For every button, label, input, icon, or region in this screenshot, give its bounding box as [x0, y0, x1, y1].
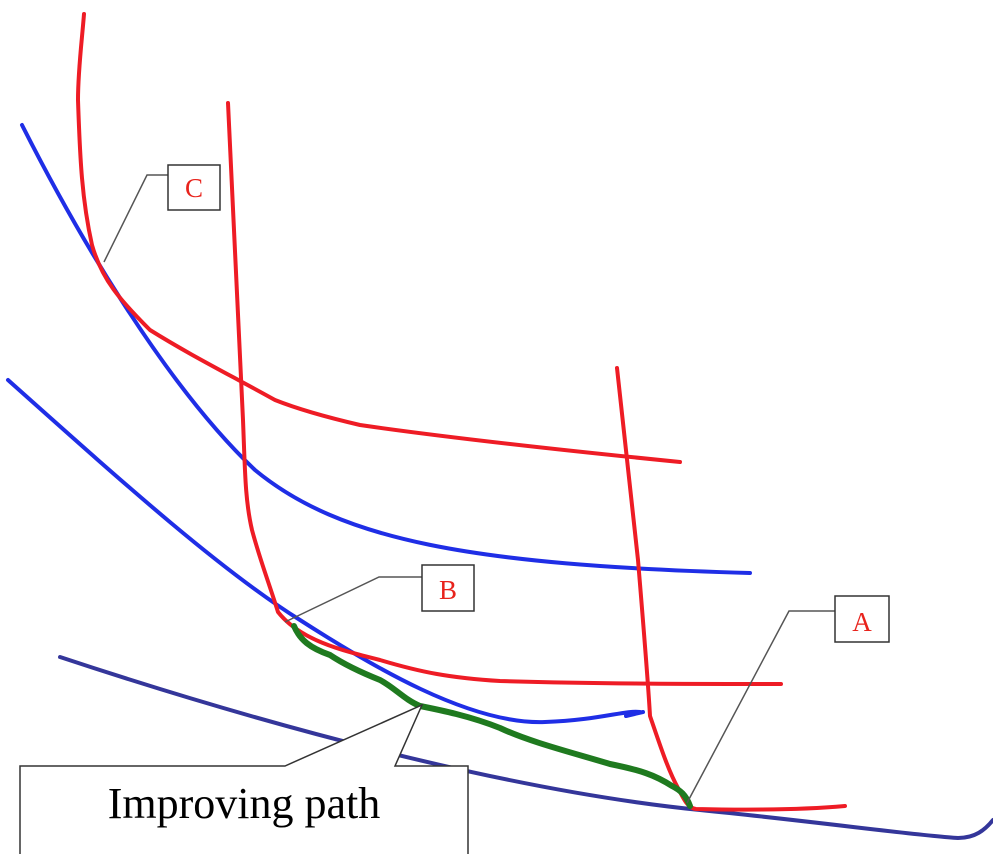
point-label-b: B: [439, 575, 457, 605]
blue-curve-upper: [20, 123, 752, 575]
leader-line-c: [103, 174, 168, 263]
red-curve-c: [76, 12, 682, 464]
improving-path-curve: [291, 623, 693, 809]
leader-line-a: [686, 610, 835, 804]
improving-path-label: Improving path: [108, 779, 381, 828]
leader-line-b: [284, 576, 422, 623]
red-vertical-a: [615, 366, 847, 812]
improving-path-callout: [19, 703, 469, 854]
label-box-c: [167, 164, 221, 211]
red-vertical-b: [226, 101, 783, 686]
label-box-a: [834, 595, 890, 643]
label-box-b: [421, 564, 475, 612]
blue-curve-hook: [624, 710, 645, 718]
point-label-a: A: [852, 607, 872, 637]
point-label-c: C: [185, 173, 203, 203]
